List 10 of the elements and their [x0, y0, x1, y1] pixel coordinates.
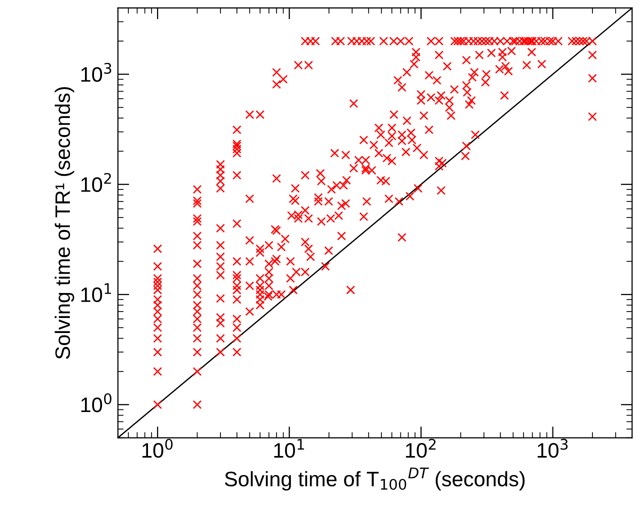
- x-tick-label: 10$^{1}$: [274, 438, 304, 458]
- x-tick-label: 10$^{2}$: [406, 438, 436, 458]
- y-tick-label: 10$^{1}$: [81, 283, 112, 302]
- y-axis-title: Solving time of TR¹ (seconds): [54, 87, 74, 359]
- x-tick-label: 10$^{3}$: [538, 438, 568, 458]
- y-tick-label: 10$^{3}$: [81, 62, 112, 82]
- y-tick-label: 10$^{2}$: [81, 172, 111, 192]
- y-tick-label: 10$^{0}$: [81, 393, 112, 412]
- x-tick-label: 10$^{0}$: [142, 438, 173, 458]
- x-axis-title: Solving time of T$_{100}$$^{DT}$ (seconds): [224, 468, 525, 491]
